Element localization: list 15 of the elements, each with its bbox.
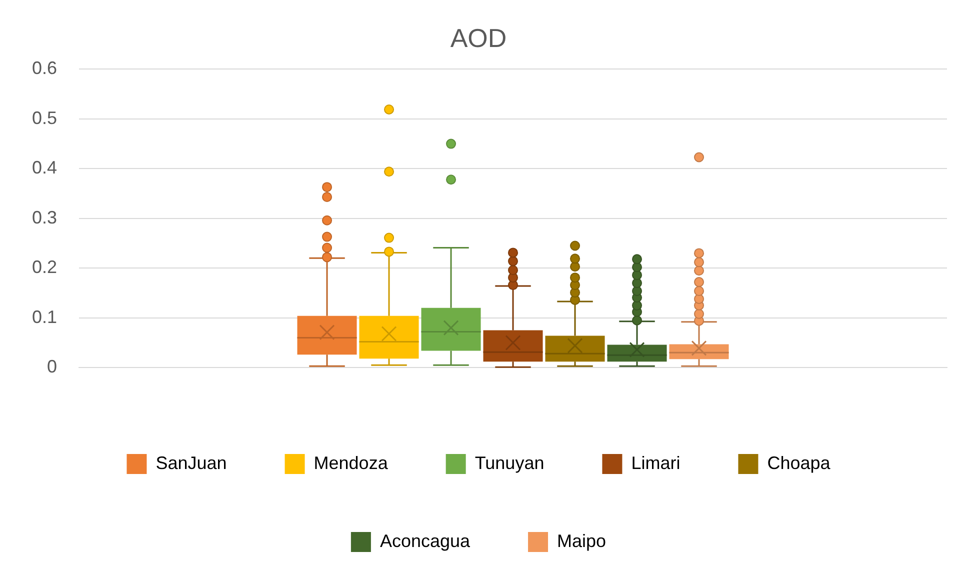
y-tick-label: 0 — [47, 356, 58, 377]
legend-label: SanJuan — [156, 452, 227, 473]
y-tick-label: 0.4 — [32, 158, 58, 178]
y-tick-label: 0.1 — [32, 306, 58, 327]
legend-label: Choapa — [767, 452, 832, 473]
legend-label: Tunuyan — [474, 452, 544, 473]
legend-label: Mendoza — [314, 452, 389, 473]
y-tick-label: 0.6 — [32, 58, 58, 78]
y-tick-label: 0.2 — [32, 257, 58, 278]
y-tick-label: 0.5 — [32, 108, 58, 128]
legend-label: Limari — [631, 452, 680, 473]
legend-label: Maipo — [557, 530, 606, 551]
legend-label: Aconcagua — [380, 530, 472, 551]
y-tick-label: 0.3 — [32, 207, 58, 228]
chart-title: AOD — [450, 22, 507, 53]
